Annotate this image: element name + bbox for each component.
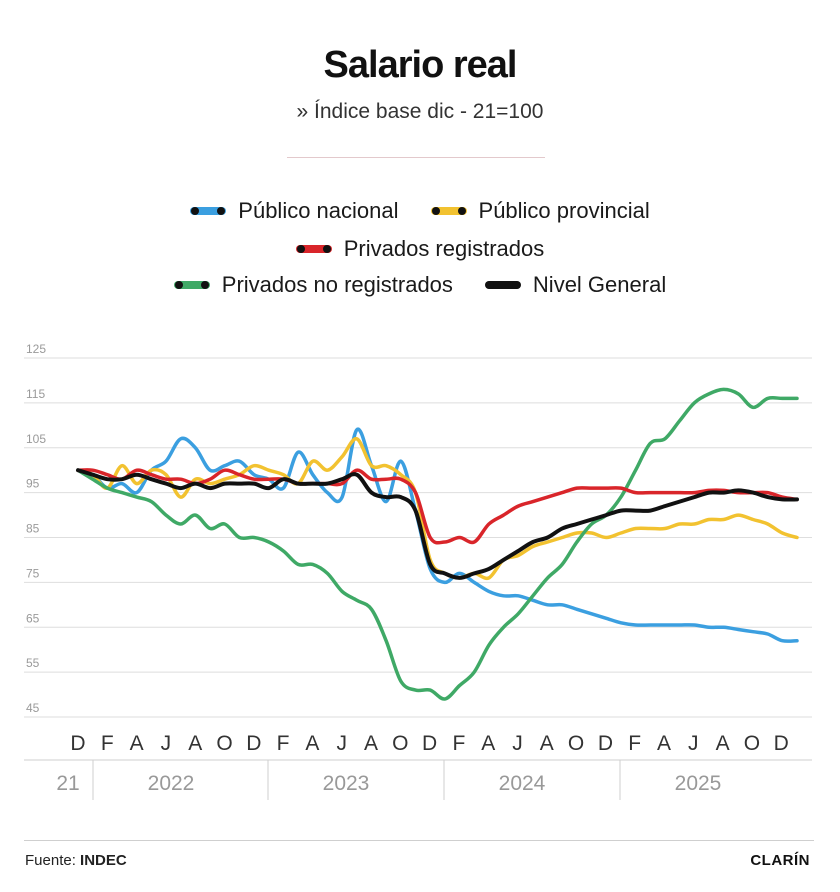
y-tick-label: 85 [26,522,40,536]
x-month-label: A [188,732,202,755]
x-month-label: A [481,732,495,755]
y-tick-label: 45 [26,701,40,715]
legend-label: Privados no registrados [221,272,453,297]
x-month-label: F [101,732,114,755]
x-month-label: D [422,732,437,755]
y-tick-label: 55 [26,656,40,670]
x-month-label: J [161,732,172,755]
legend-row-1: Público nacional Público provincial [0,198,840,224]
legend-label: Privados registrados [343,236,545,261]
x-month-label: A [716,732,730,755]
legend-swatch-icon [295,245,332,253]
legend-swatch-icon [173,281,210,289]
x-month-label: D [246,732,261,755]
title-divider [287,157,545,158]
x-month-label: A [540,732,554,755]
x-month-label: O [568,732,584,755]
legend-item-publico-provincial[interactable]: Público provincial [430,198,650,224]
brand-logo: CLARÍN [750,852,810,869]
x-month-label: J [336,732,347,755]
legend-item-privados-registrados[interactable]: Privados registrados [295,236,545,262]
x-year-label: 2025 [675,772,722,795]
series-line-nivel-general [76,468,799,580]
x-month-label: D [598,732,613,755]
source-label: Fuente: [25,852,76,869]
chart-subtitle: » Índice base dic - 21=100 [296,100,544,123]
x-month-label: O [216,732,232,755]
x-month-label: F [277,732,290,755]
x-month-label: A [364,732,378,755]
chart-title: Salario real [323,44,518,86]
x-year-label: 2024 [499,772,546,795]
x-month-label: J [512,732,523,755]
series-line-publico-provincial [76,437,799,581]
source-value: INDEC [80,852,127,869]
legend-swatch-icon [430,207,467,215]
legend-item-privados-no-registrados[interactable]: Privados no registrados [173,272,453,298]
x-month-label: A [657,732,671,755]
legend-item-nivel-general[interactable]: Nivel General [484,272,667,298]
x-month-label: F [628,732,641,755]
legend-row-3: Privados no registrados Nivel General [0,272,840,298]
x-month-label: J [688,732,699,755]
y-tick-label: 65 [26,611,40,625]
legend-label: Público provincial [478,198,650,223]
x-month-label: D [774,732,789,755]
legend-row-2: Privados registrados [0,236,840,262]
y-tick-label: 115 [26,387,45,401]
series-line-privados-registrados [76,468,799,545]
x-month-label: A [305,732,319,755]
legend-item-publico-nacional[interactable]: Público nacional [190,198,399,224]
x-year-label: 21 [56,772,79,795]
series-line-publico-nacional [76,427,799,643]
legend-swatch-icon [190,207,227,215]
x-month-label: A [130,732,144,755]
y-tick-label: 95 [26,477,40,491]
legend-label: Nivel General [532,272,667,297]
y-tick-label: 125 [26,342,46,356]
x-month-label: F [452,732,465,755]
x-month-label: O [392,732,408,755]
source-note: Fuente: INDEC [25,852,127,869]
series-line-privados-no-registrados [76,387,799,701]
x-month-label: D [70,732,85,755]
y-tick-label: 105 [26,432,46,446]
legend-swatch-icon [484,281,521,289]
x-year-label: 2023 [323,772,370,795]
y-tick-label: 75 [26,566,40,580]
footer-divider [24,840,814,841]
legend-label: Público nacional [238,198,399,223]
x-year-label: 2022 [148,772,195,795]
x-month-label: O [744,732,760,755]
